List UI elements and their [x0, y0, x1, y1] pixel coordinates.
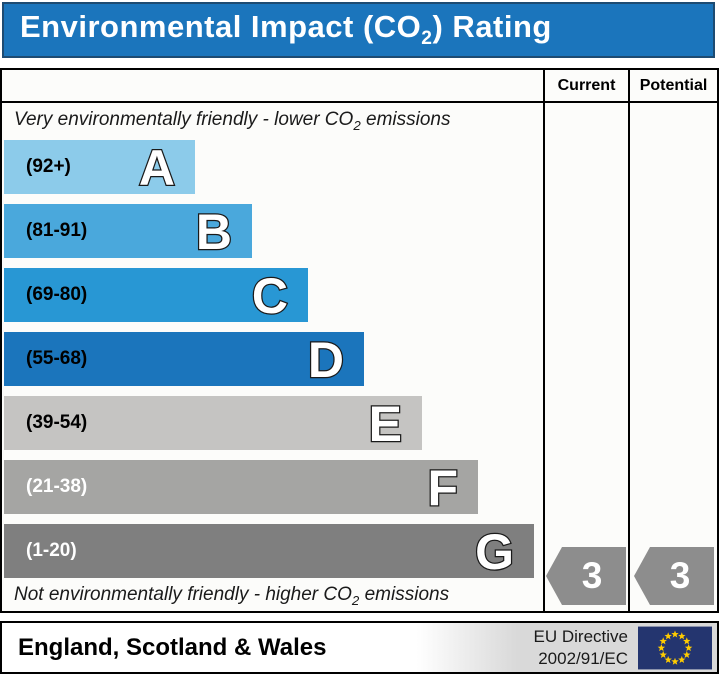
page-title: Environmental Impact (CO2) Rating — [20, 9, 552, 50]
potential-column-header: Potential — [639, 76, 708, 94]
current-rating-value: 3 — [581, 555, 603, 596]
top-note: Very environmentally friendly - lower CO… — [14, 109, 451, 133]
region-label: England, Scotland & Wales — [18, 633, 327, 661]
current-rating-arrow: 3 — [546, 547, 626, 605]
current-column-header: Current — [557, 76, 616, 94]
band-range-label: (1-20) — [26, 540, 77, 561]
band-letter: C — [251, 267, 290, 326]
potential-rating-value: 3 — [669, 555, 691, 596]
footer-bar: England, Scotland & Wales EU Directive 2… — [0, 621, 719, 674]
band-range-label: (21-38) — [26, 476, 88, 497]
band-letter: B — [195, 203, 234, 262]
band-range-label: (39-54) — [26, 412, 88, 433]
rating-band-a: (92+) A — [4, 139, 195, 198]
rating-band-e: (39-54) E — [4, 395, 422, 454]
rating-table: Current Potential Very environmentally f… — [0, 68, 719, 613]
band-letter: D — [307, 331, 346, 390]
band-range-label: (81-91) — [26, 220, 88, 241]
band-letter: E — [367, 395, 403, 454]
band-letter: G — [474, 523, 515, 582]
eu-flag-icon — [638, 626, 712, 669]
band-letter: A — [138, 139, 177, 198]
current-column-divider — [543, 70, 545, 611]
rating-band-f: (21-38) F — [4, 459, 478, 518]
band-range-label: (55-68) — [26, 348, 88, 369]
potential-column-divider — [628, 70, 630, 611]
potential-rating-arrow: 3 — [634, 547, 714, 605]
band-range-label: (92+) — [26, 156, 71, 177]
band-range-label: (69-80) — [26, 284, 88, 305]
co2-subscript: 2 — [421, 28, 433, 50]
title-banner: Environmental Impact (CO2) Rating — [2, 2, 715, 58]
header-row-divider — [2, 101, 717, 103]
eu-directive-label: EU Directive 2002/91/EC — [533, 627, 628, 668]
bottom-note: Not environmentally friendly - higher CO… — [14, 584, 450, 608]
rating-band-b: (81-91) B — [4, 203, 252, 262]
rating-band-g: (1-20) G — [4, 523, 534, 582]
rating-band-c: (69-80) C — [4, 267, 308, 326]
rating-band-d: (55-68) D — [4, 331, 364, 390]
band-letter: F — [426, 459, 459, 518]
